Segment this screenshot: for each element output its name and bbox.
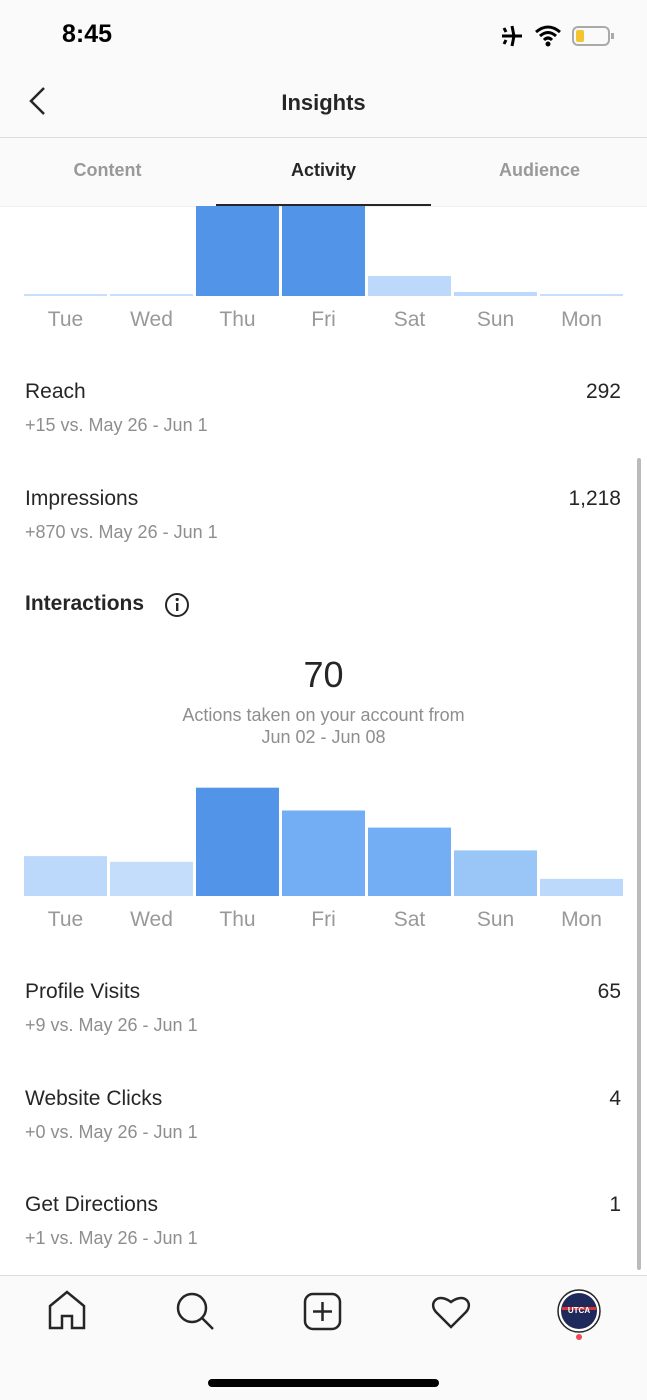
profile-icon[interactable] xyxy=(557,1289,601,1340)
bar xyxy=(540,878,623,896)
x-tick-label: Wed xyxy=(130,908,173,931)
metric-value: 292 xyxy=(585,380,621,403)
tab[interactable]: Audience xyxy=(498,160,581,180)
x-tick-label: Mon xyxy=(561,308,602,331)
metric-label: Website Clicks xyxy=(25,1086,163,1110)
bar xyxy=(368,276,451,296)
metric-comparison: +870 vs. May 26 - Jun 1 xyxy=(25,521,218,542)
home-icon[interactable] xyxy=(48,1290,86,1330)
x-tick-label: Wed xyxy=(130,308,173,331)
x-tick-label: Thu xyxy=(219,908,255,931)
avatar-text: UTCA xyxy=(567,1306,591,1315)
top-bar xyxy=(0,0,647,206)
metric-label: Impressions xyxy=(25,486,139,510)
x-tick-label: Thu xyxy=(219,308,255,331)
search-icon[interactable] xyxy=(176,1292,214,1330)
x-tick-label: Sat xyxy=(394,908,426,931)
metric-comparison: +1 vs. May 26 - Jun 1 xyxy=(25,1228,198,1248)
bar xyxy=(454,850,537,896)
bar xyxy=(24,294,107,296)
add-icon[interactable] xyxy=(303,1292,342,1331)
tab[interactable]: Content xyxy=(73,160,142,180)
bar xyxy=(282,810,365,896)
x-tick-label: Tue xyxy=(48,908,83,931)
nav-icons xyxy=(48,1289,601,1340)
x-tick-label: Fri xyxy=(311,308,336,331)
metric-value: 1 xyxy=(609,1193,621,1216)
metric-label: Profile Visits xyxy=(25,980,141,1003)
activity-icon[interactable] xyxy=(431,1296,471,1329)
status-icons xyxy=(502,25,614,47)
metric-value: 65 xyxy=(597,980,621,1003)
chart: Tue Wed Thu Fri Sat Sun Mon xyxy=(24,206,623,331)
bar xyxy=(196,787,279,896)
metric-value: 1,218 xyxy=(568,486,621,510)
divider xyxy=(0,137,647,138)
bar xyxy=(196,206,279,296)
section-title: Interactions xyxy=(25,592,145,615)
header-title: Insights xyxy=(281,90,366,115)
tab-indicator xyxy=(216,204,431,206)
bar xyxy=(110,294,193,296)
home-indicator xyxy=(208,1379,439,1387)
metric-comparison: +0 vs. May 26 - Jun 1 xyxy=(25,1121,198,1142)
x-tick-label: Sun xyxy=(477,908,514,931)
date-range: Jun 02 - Jun 08 xyxy=(261,727,386,747)
caption: Actions taken on your account from xyxy=(182,705,465,725)
metric-comparison: +15 vs. May 26 - Jun 1 xyxy=(25,415,208,435)
x-tick-label: Tue xyxy=(48,308,83,331)
x-tick-label: Sat xyxy=(394,308,426,331)
bar xyxy=(24,856,107,896)
status-time: 8:45 xyxy=(62,20,113,48)
metric-label: Get Directions xyxy=(25,1193,159,1216)
tab[interactable]: Activity xyxy=(290,160,357,180)
bar xyxy=(540,294,623,296)
metric-value: 4 xyxy=(609,1086,621,1110)
bar xyxy=(110,861,193,896)
scrollbar xyxy=(637,458,641,1270)
x-tick-label: Mon xyxy=(561,908,602,931)
chart: Tue Wed Thu Fri Sat Sun Mon xyxy=(24,787,623,931)
metric-comparison: +9 vs. May 26 - Jun 1 xyxy=(25,1015,198,1035)
x-tick-label: Sun xyxy=(477,308,514,331)
bar xyxy=(454,292,537,296)
bar xyxy=(368,827,451,896)
metric-label: Reach xyxy=(25,380,86,403)
total: 70 xyxy=(303,654,344,695)
bar xyxy=(282,206,365,296)
info-icon[interactable] xyxy=(164,592,190,618)
x-tick-label: Fri xyxy=(311,908,336,931)
back-button[interactable] xyxy=(26,86,50,116)
